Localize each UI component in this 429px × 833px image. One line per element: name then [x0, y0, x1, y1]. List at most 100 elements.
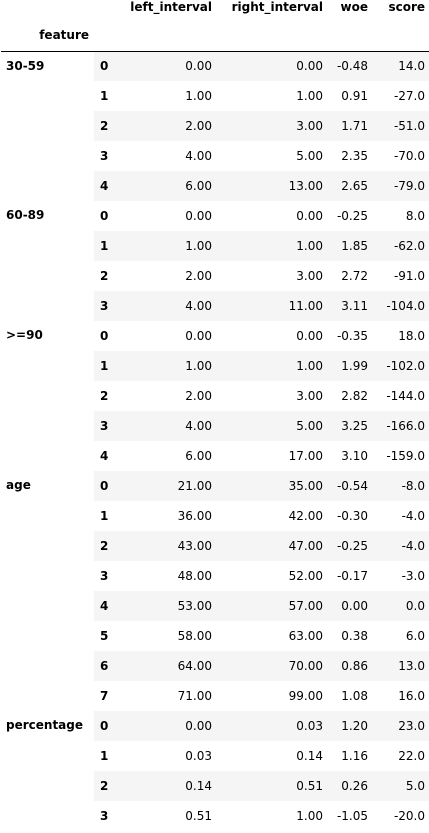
score-cell: -51.0 — [372, 111, 429, 141]
table-row: 4 53.00 57.00 0.00 0.0 — [1, 591, 429, 621]
score-cell: 8.0 — [405, 209, 425, 223]
left-interval-cell: 71.00 — [177, 689, 212, 703]
left-interval-cell: 0.00 — [185, 209, 212, 223]
left-interval-cell: 6.00 — [185, 449, 212, 463]
woe-cell: 1.08 — [341, 689, 368, 703]
table-row: 3 4.00 5.00 2.35 -70.0 — [1, 141, 429, 171]
right-interval-cell: 1.00 — [216, 351, 327, 381]
row-index-cell: 0 — [100, 329, 109, 343]
right-interval-cell: 3.00 — [216, 111, 327, 141]
table-row: 3 4.00 11.00 3.11 -104.0 — [1, 291, 429, 321]
right-interval-cell: 42.00 — [288, 509, 323, 523]
right-interval-cell: 3.00 — [296, 269, 323, 283]
woe-cell: 3.25 — [327, 411, 372, 441]
score-cell: -70.0 — [393, 149, 425, 163]
feature-group-label: age — [1, 471, 94, 711]
woe-cell: -1.05 — [336, 809, 368, 823]
score-cell: -62.0 — [372, 231, 429, 261]
table-row: 5 58.00 63.00 0.38 6.0 — [1, 621, 429, 651]
row-index-cell: 4 — [94, 171, 116, 201]
score-cell: -79.0 — [372, 171, 429, 201]
score-cell: 0.0 — [372, 591, 429, 621]
index-name-row: feature — [1, 20, 429, 52]
table-row: 2 0.14 0.51 0.26 5.0 — [1, 771, 429, 801]
left-interval-cell: 0.00 — [116, 711, 216, 741]
woe-cell: 2.35 — [341, 149, 368, 163]
table-body: 30-59 0 0.00 0.00 -0.48 14.0 1 1.00 1.00 0.91 -27.… — [1, 51, 429, 831]
table-row: 1 0.03 0.14 1.16 22.0 — [1, 741, 429, 771]
score-cell: -104.0 — [372, 291, 429, 321]
woe-cell: 1.71 — [327, 111, 372, 141]
right-interval-cell: 99.00 — [288, 689, 323, 703]
woe-cell: -0.48 — [327, 51, 372, 81]
row-index-cell: 1 — [100, 89, 109, 103]
woe-cell: 2.72 — [341, 269, 368, 283]
woe-cell: -0.54 — [327, 471, 372, 501]
row-index-cell: 0 — [94, 51, 116, 81]
right-interval-cell: 5.00 — [296, 149, 323, 163]
woe-cell: 1.20 — [327, 711, 372, 741]
right-interval-cell: 0.00 — [296, 329, 323, 343]
row-index-cell: 1 — [100, 509, 109, 523]
woe-cell: 0.26 — [327, 771, 372, 801]
feature-group-label: >=90 — [1, 321, 94, 471]
row-index-cell: 3 — [94, 411, 116, 441]
right-interval-cell: 63.00 — [288, 629, 323, 643]
row-index-cell: 2 — [100, 269, 109, 283]
score-cell: -8.0 — [372, 471, 429, 501]
right-interval-cell: 1.00 — [216, 231, 327, 261]
blank-header-cell — [116, 20, 216, 52]
right-interval-cell: 11.00 — [216, 291, 327, 321]
right-interval-cell: 47.00 — [216, 531, 327, 561]
right-interval-cell: 70.00 — [216, 651, 327, 681]
score-cell: 18.0 — [398, 329, 425, 343]
left-interval-cell: 53.00 — [116, 591, 216, 621]
right-interval-cell: 13.00 — [216, 171, 327, 201]
left-interval-cell: 64.00 — [116, 651, 216, 681]
left-interval-cell: 0.14 — [116, 771, 216, 801]
table-row: 3 48.00 52.00 -0.17 -3.0 — [1, 561, 429, 591]
left-interval-cell: 0.00 — [185, 329, 212, 343]
row-index-cell: 1 — [94, 231, 116, 261]
score-cell: -102.0 — [372, 351, 429, 381]
woe-cell: 2.65 — [327, 171, 372, 201]
right-interval-cell: 3.00 — [296, 389, 323, 403]
row-index-cell: 0 — [94, 711, 116, 741]
score-cell: 16.0 — [398, 689, 425, 703]
right-interval-cell: 0.51 — [216, 771, 327, 801]
row-index-cell: 4 — [94, 591, 116, 621]
table-row: 1 36.00 42.00 -0.30 -4.0 — [1, 501, 429, 531]
left-interval-cell: 21.00 — [116, 471, 216, 501]
row-index-cell: 5 — [100, 629, 109, 643]
right-interval-cell: 1.00 — [296, 89, 323, 103]
score-cell: -27.0 — [393, 89, 425, 103]
table-row: 6 64.00 70.00 0.86 13.0 — [1, 651, 429, 681]
row-index-cell: 6 — [94, 651, 116, 681]
left-interval-cell: 1.00 — [116, 231, 216, 261]
table-row: 3 4.00 5.00 3.25 -166.0 — [1, 411, 429, 441]
right-interval-cell: 0.00 — [296, 209, 323, 223]
woe-cell: 2.82 — [341, 389, 368, 403]
right-interval-cell: 0.14 — [296, 749, 323, 763]
blank-header-cell — [94, 20, 116, 52]
score-cell: -159.0 — [386, 449, 425, 463]
left-interval-cell: 36.00 — [177, 509, 212, 523]
woe-cell: 1.16 — [341, 749, 368, 763]
row-index-cell: 4 — [100, 449, 109, 463]
right-interval-cell: 5.00 — [216, 411, 327, 441]
feature-group-label: 30-59 — [1, 51, 94, 201]
right-interval-cell: 35.00 — [216, 471, 327, 501]
feature-group-label: percentage — [1, 711, 94, 831]
table-row: 60-89 0 0.00 0.00 -0.25 8.0 — [1, 201, 429, 321]
left-interval-cell: 6.00 — [116, 171, 216, 201]
table-row: 1 1.00 1.00 0.91 -27.0 — [1, 81, 429, 111]
score-cell: 23.0 — [372, 711, 429, 741]
left-interval-cell: 1.00 — [116, 351, 216, 381]
score-cell: 6.0 — [405, 629, 425, 643]
column-header-woe: woe — [340, 0, 368, 14]
column-names-row: left_interval right_interval woe score — [1, 0, 429, 20]
right-interval-cell: 17.00 — [288, 449, 323, 463]
left-interval-cell: 43.00 — [116, 531, 216, 561]
woe-cell: -0.17 — [336, 569, 368, 583]
